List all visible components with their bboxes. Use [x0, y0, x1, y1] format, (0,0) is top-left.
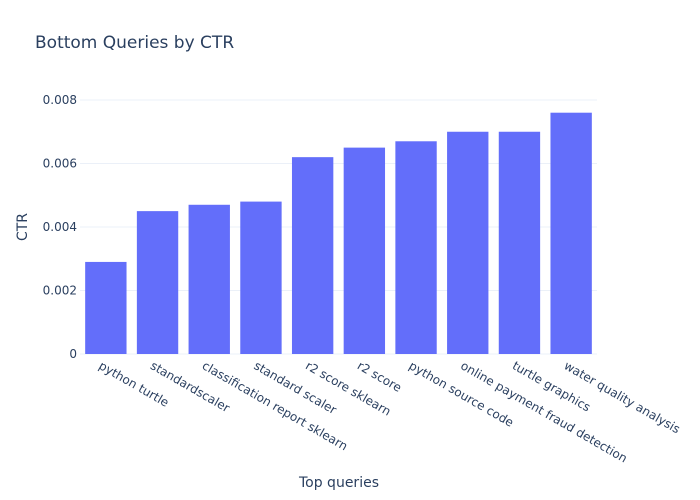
y-tick-label: 0.008 [43, 93, 77, 107]
chart-title: Bottom Queries by CTR [35, 33, 235, 53]
bar [188, 204, 230, 354]
y-tick-label: 0 [69, 347, 77, 361]
y-tick-label: 0.004 [43, 220, 77, 234]
x-tick-label: r2 score sklearn [303, 358, 393, 418]
bar [240, 201, 282, 354]
bar [395, 141, 437, 354]
y-axis-ticks: 0 0.002 0.004 0.006 0.008 [43, 93, 77, 361]
x-axis-title: Top queries [298, 475, 379, 491]
bars [85, 112, 592, 354]
bar [498, 131, 541, 354]
bar [343, 147, 386, 354]
y-axis-title: CTR [15, 213, 31, 241]
bar [447, 131, 489, 354]
x-axis-ticks: python turtlestandardscalerclassificatio… [96, 358, 682, 465]
y-tick-label: 0.002 [43, 284, 77, 298]
bar [136, 211, 179, 354]
bar [550, 112, 592, 354]
bar [291, 157, 334, 354]
y-tick-label: 0.006 [43, 157, 77, 171]
bar [85, 261, 127, 354]
